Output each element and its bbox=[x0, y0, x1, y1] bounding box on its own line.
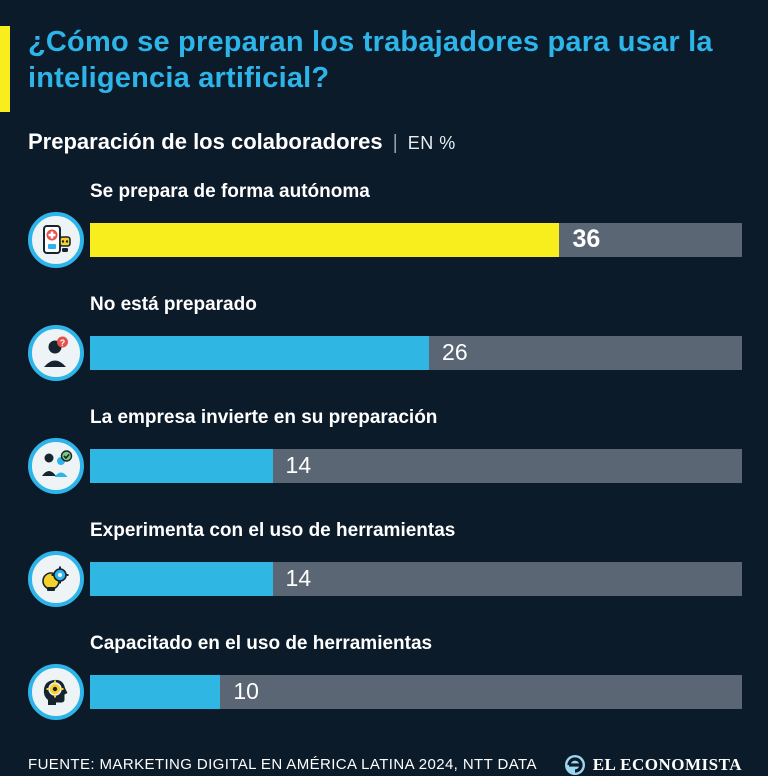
bar-track: 14 bbox=[90, 561, 742, 596]
svg-text:?: ? bbox=[60, 338, 66, 348]
team-training-icon bbox=[28, 437, 84, 494]
head-gear-icon bbox=[28, 663, 84, 720]
bar-row-no-preparado: No está preparado ? 26 bbox=[28, 294, 742, 381]
bar-track: 14 bbox=[90, 448, 742, 483]
bar-value: 14 bbox=[285, 565, 312, 591]
yellow-accent-bar bbox=[0, 26, 10, 112]
bar-fill bbox=[90, 674, 221, 709]
chart-subtitle-row: Preparación de los colaboradores | EN % bbox=[28, 129, 742, 155]
bar-label: No está preparado bbox=[90, 293, 257, 315]
page-title: ¿Cómo se preparan los trabajadores para … bbox=[28, 26, 713, 95]
confused-person-icon: ? bbox=[28, 324, 84, 381]
bar-fill bbox=[90, 222, 560, 257]
bar-label: Se prepara de forma autónoma bbox=[90, 180, 370, 202]
el-economista-logo-icon bbox=[564, 754, 585, 775]
bar-fill bbox=[90, 448, 273, 483]
tools-gear-icon bbox=[28, 550, 84, 607]
bar-value: 10 bbox=[233, 678, 259, 704]
subtitle-separator: | bbox=[392, 131, 398, 154]
bar-track: 10 bbox=[90, 674, 742, 709]
bar-label: Capacitado en el uso de herramientas bbox=[90, 632, 433, 654]
brand: EL ECONOMISTA bbox=[564, 754, 742, 776]
bar-row-empresa-invierte: La empresa invierte en su preparación bbox=[28, 407, 742, 494]
phone-robot-icon bbox=[28, 211, 84, 268]
bar-row-experimenta: Experimenta con el uso de herramientas bbox=[28, 520, 742, 607]
bar-fill bbox=[90, 335, 430, 370]
bar-chart: Se prepara de forma autónoma bbox=[28, 181, 742, 746]
bar-value: 36 bbox=[572, 225, 601, 253]
bar-value: 14 bbox=[285, 452, 312, 478]
brand-name: EL ECONOMISTA bbox=[592, 754, 742, 774]
bar-track: 36 bbox=[90, 222, 742, 257]
footer: FUENTE: MARKETING DIGITAL EN AMÉRICA LAT… bbox=[28, 746, 742, 776]
source-text: FUENTE: MARKETING DIGITAL EN AMÉRICA LAT… bbox=[28, 756, 537, 773]
bar-row-autonoma: Se prepara de forma autónoma bbox=[28, 181, 742, 268]
bar-row-capacitado: Capacitado en el uso de herramientas bbox=[28, 633, 742, 720]
chart-subtitle: Preparación de los colaboradores bbox=[28, 128, 383, 154]
bar-label: La empresa invierte en su preparación bbox=[90, 406, 438, 428]
bar-fill bbox=[90, 561, 273, 596]
bar-label: Experimenta con el uso de herramientas bbox=[90, 519, 456, 541]
bar-track: 26 bbox=[90, 335, 742, 370]
bar-value: 26 bbox=[442, 339, 468, 365]
chart-unit-label: EN % bbox=[407, 132, 456, 153]
